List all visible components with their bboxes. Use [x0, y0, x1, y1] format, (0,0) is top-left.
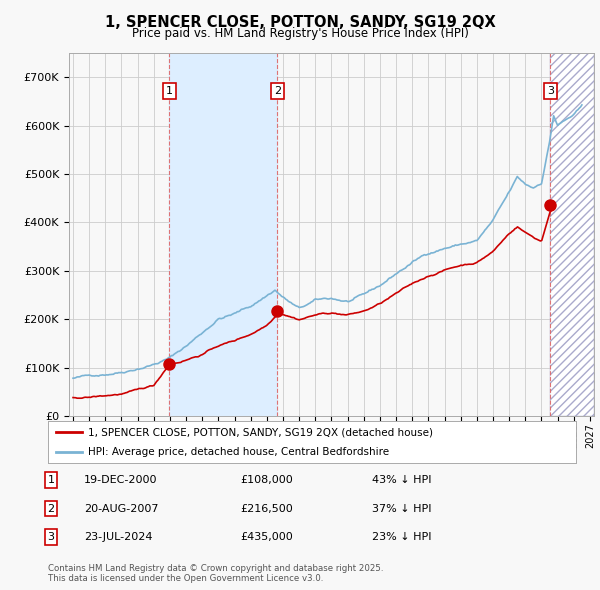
Bar — [550, 53, 594, 416]
Text: 23-JUL-2024: 23-JUL-2024 — [84, 532, 152, 542]
Text: 20-AUG-2007: 20-AUG-2007 — [84, 504, 158, 513]
Text: 3: 3 — [547, 86, 554, 96]
Text: 2: 2 — [47, 504, 55, 513]
Text: 37% ↓ HPI: 37% ↓ HPI — [372, 504, 431, 513]
Bar — [169, 53, 277, 416]
Text: 19-DEC-2000: 19-DEC-2000 — [84, 476, 157, 485]
Text: Price paid vs. HM Land Registry's House Price Index (HPI): Price paid vs. HM Land Registry's House … — [131, 27, 469, 40]
Bar — [550, 53, 594, 416]
Text: 2: 2 — [274, 86, 281, 96]
Text: 1: 1 — [47, 476, 55, 485]
Text: 43% ↓ HPI: 43% ↓ HPI — [372, 476, 431, 485]
Text: 1: 1 — [166, 86, 173, 96]
Text: 1, SPENCER CLOSE, POTTON, SANDY, SG19 2QX (detached house): 1, SPENCER CLOSE, POTTON, SANDY, SG19 2Q… — [88, 427, 433, 437]
Text: £435,000: £435,000 — [240, 532, 293, 542]
Text: Contains HM Land Registry data © Crown copyright and database right 2025.
This d: Contains HM Land Registry data © Crown c… — [48, 563, 383, 583]
Text: £108,000: £108,000 — [240, 476, 293, 485]
Text: 1, SPENCER CLOSE, POTTON, SANDY, SG19 2QX: 1, SPENCER CLOSE, POTTON, SANDY, SG19 2Q… — [104, 15, 496, 30]
Text: 23% ↓ HPI: 23% ↓ HPI — [372, 532, 431, 542]
Text: 3: 3 — [47, 532, 55, 542]
Text: HPI: Average price, detached house, Central Bedfordshire: HPI: Average price, detached house, Cent… — [88, 447, 389, 457]
Text: £216,500: £216,500 — [240, 504, 293, 513]
